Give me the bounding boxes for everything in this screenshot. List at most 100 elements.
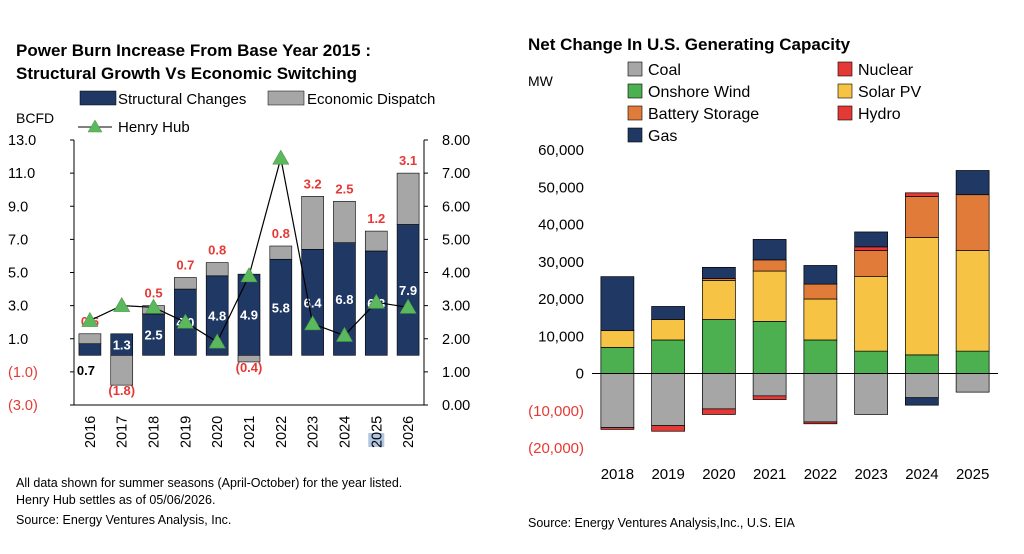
bar-segment-onshore-wind: [955, 350, 990, 374]
x-tick-label: 2025: [956, 466, 989, 483]
economic-value-label: 0.8: [208, 243, 226, 258]
structural-value-label: 2.5: [145, 328, 163, 343]
bar-segment-battery-storage: [955, 194, 990, 251]
bar-segment-solar-pv: [854, 276, 888, 352]
left-y-tick-label: 9.0: [8, 199, 28, 215]
bar-segment-gas: [651, 306, 685, 320]
economic-value-label: 3.1: [399, 153, 417, 168]
bar-segment-solar-pv: [752, 270, 787, 322]
legend-swatch-hydro: [837, 105, 853, 121]
right-y-tick-label: 3.00: [442, 299, 470, 315]
left-y-tick-label: 11.0: [8, 166, 35, 182]
bar-segment-onshore-wind: [752, 321, 787, 374]
right-plot-area: 60,000 50,000 40,000 30,000 20,000 10,000 0 (10…: [528, 142, 998, 483]
y-tick-label: 10,000: [538, 328, 584, 345]
economic-value-label: 0.5: [145, 286, 163, 301]
bar-segment-coal: [905, 373, 939, 399]
y-tick-label: 50,000: [538, 179, 584, 196]
economic-bar: [78, 333, 102, 345]
bar-segment-gas: [803, 265, 838, 285]
bar-segment-battery-storage: [854, 250, 888, 277]
legend-swatch-nuclear: [837, 61, 853, 77]
henryhub-marker: [335, 326, 353, 342]
y-tick-label: 20,000: [538, 291, 584, 308]
legend-label-hydro: Hydro: [858, 106, 901, 123]
bar-segment-coal: [651, 373, 685, 427]
bar-segment-onshore-wind: [905, 354, 939, 374]
right-y-tick-label: 6.00: [442, 199, 470, 215]
bar-segment-gas: [854, 231, 888, 248]
left-note-2: Henry Hub settles as of 05/06/2026.: [16, 493, 215, 507]
henryhub-marker: [304, 315, 322, 331]
structural-value-label: 4.8: [208, 309, 226, 324]
structural-value-label: 1.3: [113, 338, 131, 353]
x-tick-label: 2020: [210, 416, 226, 448]
x-tick-label: 2019: [178, 416, 194, 448]
economic-bar: [269, 245, 293, 260]
y-tick-label: (10,000): [528, 403, 584, 420]
bar-segment-onshore-wind: [803, 339, 838, 374]
economic-bar: [205, 262, 229, 277]
economic-bar: [237, 355, 261, 363]
bar-segment-gas: [600, 276, 635, 332]
y-tick-label: 30,000: [538, 254, 584, 271]
x-tick-label: 2025: [369, 416, 385, 448]
legend-label-gas: Gas: [648, 128, 677, 145]
legend-label-onshore-wind: Onshore Wind: [648, 84, 750, 101]
legend-swatch-onshore-wind: [627, 83, 643, 99]
economic-value-label: (1.8): [108, 383, 135, 398]
structural-value-label: 5.8: [272, 300, 290, 315]
bar-segment-nuclear: [752, 395, 787, 400]
structural-value-label: 4.9: [240, 308, 258, 323]
henryhub-marker: [81, 311, 99, 327]
bar-segment-nuclear: [803, 421, 838, 425]
legend-swatch-solar-pv: [837, 83, 853, 99]
right-y-tick-label: 7.00: [442, 166, 470, 182]
legend-marker-henryhub: [87, 119, 103, 133]
bar-segment-nuclear: [702, 408, 736, 415]
year-highlight: [368, 433, 385, 447]
left-y-tick-label: 7.0: [8, 232, 28, 248]
left-y-tick-label: 13.0: [8, 133, 36, 149]
bar-segment-nuclear: [600, 427, 635, 430]
economic-bar: [364, 230, 388, 252]
bar-segment-onshore-wind: [651, 339, 685, 374]
legend-label-battery-storage: Battery Storage: [648, 106, 759, 123]
economic-bar: [333, 200, 356, 243]
structural-bar: [78, 343, 102, 356]
bar-segment-onshore-wind: [600, 347, 635, 374]
x-tick-label: 2026: [401, 416, 417, 448]
bar-segment-gas: [702, 266, 736, 279]
bar-segment-solar-pv: [803, 298, 838, 341]
left-y-tick-label: 1.0: [8, 332, 28, 348]
economic-value-label: (0.4): [236, 360, 263, 375]
left-y-tick-label: (1.0): [8, 365, 38, 381]
economic-value-label: 0.8: [272, 226, 290, 241]
henryhub-marker: [367, 293, 385, 309]
left-y-unit: BCFD: [16, 110, 54, 126]
x-tick-label: 2021: [753, 466, 786, 483]
left-legend: Structural Changes Economic Dispatch Hen…: [78, 90, 435, 136]
legend-swatch-gas: [627, 127, 643, 143]
bar-segment-nuclear: [651, 425, 685, 432]
legend-swatch-coal: [627, 61, 643, 77]
bar-segment-hydro: [854, 246, 888, 251]
x-tick-label: 2020: [702, 466, 735, 483]
right-y-tick-label: 0.00: [442, 398, 470, 414]
legend-label-economic: Economic Dispatch: [307, 91, 435, 108]
x-tick-label: 2024: [337, 416, 353, 448]
bar-segment-solar-pv: [702, 280, 736, 320]
economic-bar: [301, 196, 324, 250]
legend-swatch-economic: [267, 90, 305, 106]
economic-value-label: 0.7: [176, 257, 194, 272]
left-chart-title-line2: Structural Growth Vs Economic Switching: [16, 64, 357, 83]
x-tick-label: 2018: [147, 416, 163, 448]
henryhub-marker: [176, 313, 194, 329]
bar-segment-coal: [854, 373, 888, 415]
x-tick-label: 2019: [651, 466, 684, 483]
y-tick-label: 40,000: [538, 217, 584, 234]
left-y-tick-label: 3.0: [8, 299, 28, 315]
x-tick-label: 2018: [601, 466, 634, 483]
legend-label-coal: Coal: [648, 62, 681, 79]
right-y-tick-label: 2.00: [442, 332, 470, 348]
